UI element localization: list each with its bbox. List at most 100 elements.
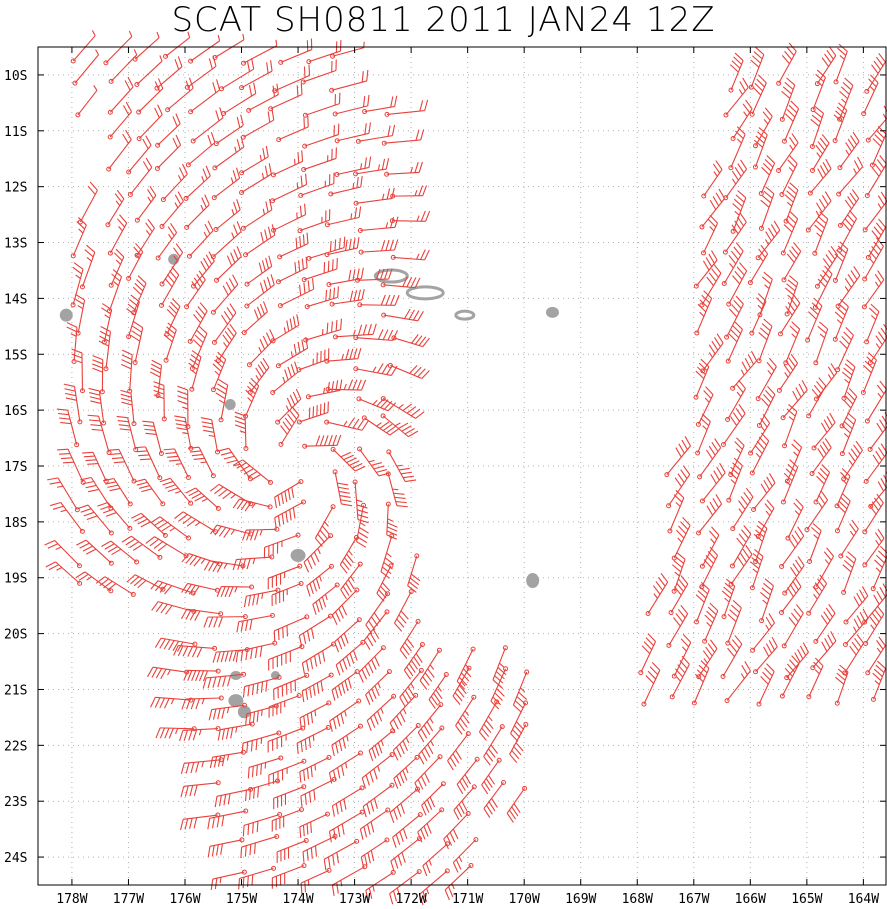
wind-barb (263, 532, 301, 559)
wind-barb (861, 270, 885, 310)
wind-barb (667, 489, 685, 534)
wind-barb (330, 41, 365, 59)
wind-barb (335, 639, 366, 676)
wind-barb (483, 724, 505, 766)
wind-barb (841, 359, 856, 401)
wind-barb (785, 498, 804, 541)
wind-barb (150, 359, 163, 399)
wind-barb (154, 637, 198, 652)
wind-barb (72, 49, 100, 86)
wind-barb (865, 636, 886, 676)
wind-barb (126, 294, 140, 340)
wind-barb (247, 755, 284, 779)
wind-barb (298, 172, 335, 198)
wind-barb (805, 297, 823, 343)
wind-barb (235, 640, 278, 663)
lon-tick-label: 174W (282, 892, 313, 907)
wind-barb (358, 239, 399, 255)
wind-barb (300, 776, 337, 808)
lat-tick-label: 24S (4, 851, 27, 866)
wind-barb (244, 274, 275, 309)
wind-barb (180, 757, 224, 775)
wind-barb (82, 451, 109, 484)
wind-barb (331, 669, 360, 701)
wind-barb (209, 749, 246, 769)
wind-barb (693, 358, 710, 400)
wind-barb (151, 601, 197, 615)
lat-tick-label: 23S (4, 795, 27, 810)
wind-barb (748, 414, 771, 456)
wind-barb (108, 248, 125, 288)
lat-tick-label: 20S (4, 628, 27, 643)
wind-barb (809, 106, 825, 150)
wind-barb (723, 159, 748, 201)
wind-barb (756, 663, 775, 707)
wind-barb (213, 199, 241, 233)
wind-barb (106, 129, 132, 172)
lat-tick-label: 13S (4, 237, 27, 252)
wind-barb (860, 352, 877, 395)
wind-barb (781, 100, 800, 144)
wind-barb (185, 487, 221, 511)
wind-barb (863, 443, 887, 484)
wind-barb (779, 155, 798, 198)
wind-barb (275, 256, 308, 285)
wind-barb (447, 731, 471, 771)
wind-barb (691, 660, 710, 706)
wind-barb (782, 556, 805, 596)
wind-barb (174, 511, 218, 535)
wind-barb (243, 224, 276, 258)
axis-ticks: 178W 177W 176W 175W 174W 173W 172W 171W 170W 169W… (4, 47, 886, 907)
wind-barb (301, 147, 337, 173)
island (454, 309, 476, 321)
wind-barb (134, 218, 155, 258)
wind-barb (207, 837, 245, 858)
wind-barb (749, 432, 770, 476)
wind-barb (136, 104, 163, 142)
wind-barb (236, 612, 275, 633)
wind-barb (323, 838, 360, 871)
island (545, 306, 559, 318)
wind-barb (421, 781, 446, 816)
wind-barb (753, 520, 768, 564)
wind-barb (749, 293, 767, 336)
wind-barb (325, 379, 367, 392)
wind-barb (832, 102, 848, 144)
wind-barb (159, 266, 180, 308)
wind-barb (134, 185, 157, 223)
wind-barb (303, 318, 343, 343)
wind-barb (301, 672, 334, 703)
island (290, 548, 306, 562)
wind-barb (407, 553, 421, 593)
wind-barb (750, 613, 776, 653)
wind-barb (862, 528, 885, 568)
wind-barb (159, 191, 184, 229)
wind-barb (358, 645, 386, 683)
wind-barb (362, 95, 398, 115)
wind-barb (483, 779, 506, 819)
wind-barb (699, 526, 720, 569)
wind-barb (105, 189, 125, 228)
wind-barb (810, 69, 826, 113)
wind-barb (312, 582, 340, 615)
lat-tick-label: 17S (4, 460, 27, 475)
wind-barb (270, 314, 300, 344)
wind-barb (328, 750, 364, 784)
wind-barb (728, 437, 745, 478)
wind-barb (181, 582, 220, 596)
wind-barb (214, 786, 254, 808)
wind-barb (366, 693, 397, 732)
wind-barb (150, 516, 192, 541)
wind-barb (278, 406, 300, 447)
wind-barb (869, 126, 887, 168)
wind-barb (76, 539, 114, 566)
wind-barb (389, 692, 419, 734)
wind-barb (352, 479, 369, 524)
wind-barb (389, 869, 422, 905)
lon-tick-label: 177W (113, 892, 144, 907)
wind-barb (243, 587, 281, 608)
wind-barb (862, 237, 884, 282)
wind-barb (729, 525, 752, 569)
wind-barb (809, 134, 830, 174)
wind-barb (779, 655, 800, 699)
